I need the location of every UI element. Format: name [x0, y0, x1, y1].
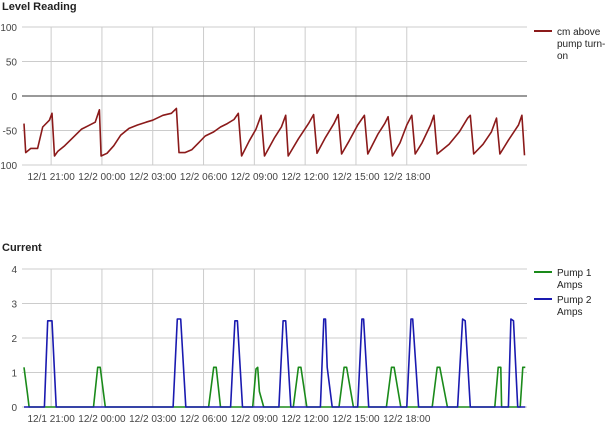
x-tick-label: 12/2 09:00 — [231, 414, 279, 425]
x-tick-label: 12/2 00:00 — [78, 172, 126, 183]
x-tick-label: 12/2 03:00 — [129, 414, 177, 425]
y-tick-label: 100 — [0, 23, 17, 34]
y-tick-label: 1 — [11, 369, 17, 380]
series-line-pump-1-amps — [23, 366, 526, 408]
x-tick-label: 12/2 15:00 — [332, 414, 380, 425]
y-tick-label: 0 — [11, 92, 17, 103]
chart-title-current: Current — [2, 242, 42, 254]
y-tick-label: 3 — [11, 300, 17, 311]
y-tick-label: 4 — [11, 265, 17, 276]
x-tick-label: 12/2 15:00 — [332, 172, 380, 183]
y-tick-label: -50 — [3, 127, 18, 138]
x-tick-label: 12/2 18:00 — [383, 414, 431, 425]
y-tick-label: 0 — [11, 403, 17, 414]
x-tick-label: 12/2 03:00 — [129, 172, 177, 183]
y-tick-label: 50 — [6, 58, 18, 69]
x-tick-label: 12/2 18:00 — [383, 172, 431, 183]
legend-label: cm above pump turn-on — [557, 27, 605, 62]
x-tick-label: 12/2 12:00 — [282, 414, 330, 425]
legend-label: Pump 2 Amps — [557, 295, 592, 318]
x-tick-label: 12/2 06:00 — [180, 172, 228, 183]
x-tick-label: 12/1 21:00 — [27, 172, 75, 183]
chart-title-level: Level Reading — [2, 1, 77, 13]
x-tick-label: 12/2 09:00 — [231, 172, 279, 183]
x-tick-label: 12/2 00:00 — [78, 414, 126, 425]
y-tick-label: 2 — [11, 334, 17, 345]
series-line-pump-2-amps — [24, 318, 526, 408]
x-tick-label: 12/1 21:00 — [27, 414, 75, 425]
x-tick-label: 12/2 06:00 — [180, 414, 228, 425]
y-tick-label: -100 — [0, 161, 17, 172]
legend-label: Pump 1 Amps — [557, 268, 592, 291]
series-line-cm-above-pump-turn-on — [23, 107, 526, 157]
x-tick-label: 12/2 12:00 — [282, 172, 330, 183]
